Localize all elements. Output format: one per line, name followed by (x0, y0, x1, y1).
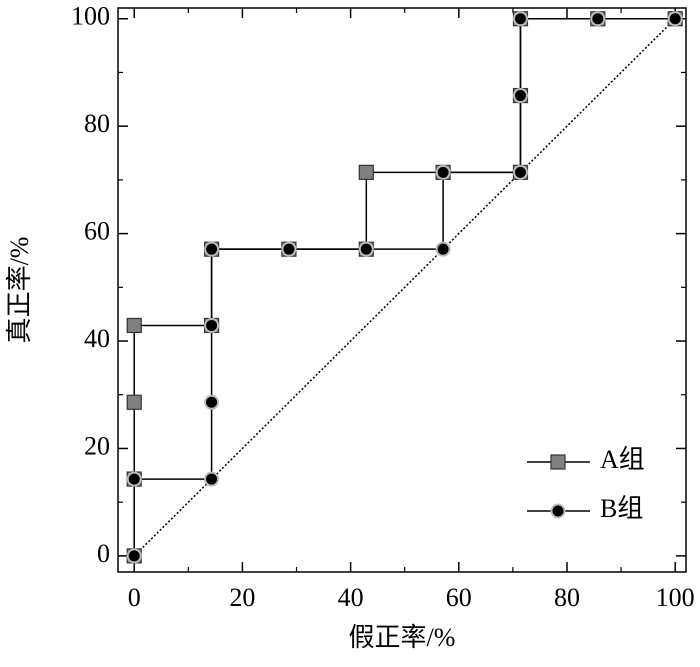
data-point (281, 241, 297, 257)
data-point (667, 11, 683, 27)
y-tick-label: 40 (84, 324, 110, 353)
x-axis-label: 假正率/% (349, 623, 456, 652)
data-point (590, 11, 606, 27)
data-point (358, 241, 374, 257)
data-point (512, 88, 528, 104)
data-point (126, 548, 142, 564)
data-point (435, 164, 451, 180)
data-point (204, 394, 220, 410)
x-tick-label: 80 (554, 583, 580, 612)
reference-diagonal (133, 18, 676, 557)
x-tick-label: 20 (229, 583, 255, 612)
legend-label: A组 (600, 445, 645, 474)
data-point (204, 241, 220, 257)
data-point (204, 471, 220, 487)
plot-frame (117, 7, 687, 573)
x-tick-label: 0 (128, 583, 141, 612)
y-tick-label: 20 (84, 431, 110, 460)
x-tick-label: 60 (446, 583, 472, 612)
legend-marker (550, 503, 566, 519)
legend-marker (550, 454, 566, 470)
y-axis-label: 真正率/% (5, 237, 34, 344)
x-tick-label: 100 (656, 583, 695, 612)
data-point (204, 317, 220, 333)
y-tick-label: 100 (71, 2, 110, 31)
y-tick-label: 80 (84, 109, 110, 138)
data-point (512, 164, 528, 180)
data-point (126, 471, 142, 487)
data-point (435, 241, 451, 257)
data-point (358, 164, 374, 180)
data-point (512, 11, 528, 27)
data-point (126, 317, 142, 334)
y-tick-label: 60 (84, 217, 110, 246)
data-point (126, 394, 142, 410)
y-tick-label: 0 (97, 539, 110, 568)
x-tick-label: 40 (338, 583, 364, 612)
legend-label: B组 (600, 494, 643, 523)
